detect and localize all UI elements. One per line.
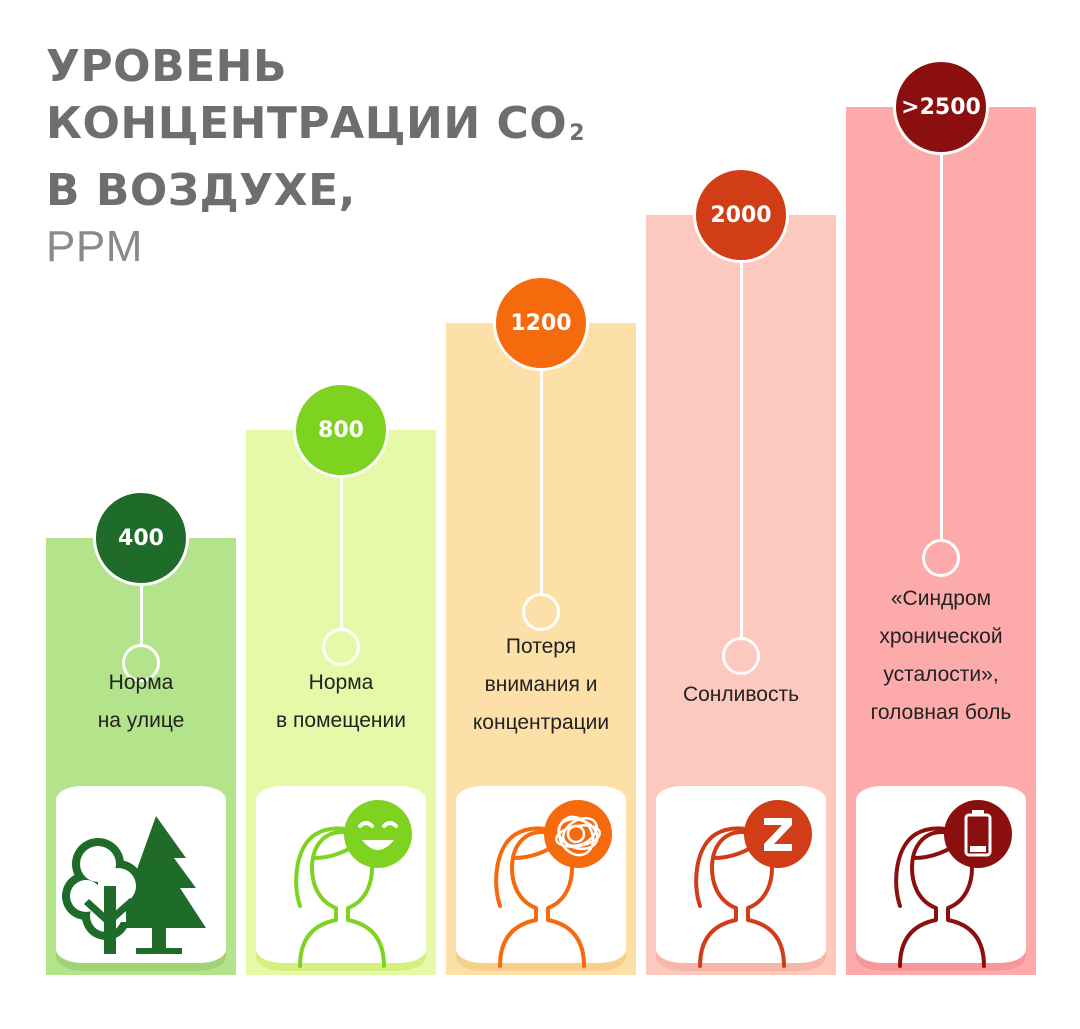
sleepy-person-icon (656, 786, 826, 971)
happy-person-icon (256, 786, 426, 971)
connector-line (539, 371, 543, 593)
bar-column: >2500 «Синдром хронической усталости», голов… (846, 59, 1036, 975)
connector-line (939, 155, 943, 539)
low-battery-person-icon (856, 786, 1026, 971)
bar-description: Норма в помещении (246, 664, 436, 740)
description-line: головная боль (870, 701, 1012, 724)
value-label: 800 (293, 382, 389, 478)
description-line: усталости», (883, 663, 999, 686)
title-unit: PPM (46, 222, 143, 271)
connector-line (739, 263, 743, 637)
title-subscript: 2 (569, 121, 586, 146)
description-line: на улице (97, 709, 185, 732)
bar-description: Сонливость (646, 676, 836, 714)
connector-ring (522, 593, 560, 631)
description-line: в помещении (276, 709, 406, 732)
title-line-2-text: КОНЦЕНТРАЦИИ CO (46, 98, 568, 149)
connector-ring (122, 644, 160, 682)
connector-line (139, 586, 143, 644)
trees-icon (56, 786, 226, 971)
description-line: Норма (108, 671, 174, 694)
bar-description: Норма на улице (46, 664, 236, 740)
bar-column: 400 Норма на улице (46, 490, 236, 975)
description-line: концентрации (472, 711, 610, 734)
confused-person-icon (456, 786, 626, 971)
bar-description: «Синдром хронической усталости», головная б… (846, 580, 1036, 732)
connector-line (339, 478, 343, 628)
bar-column: 2000 Сонливость (646, 167, 836, 975)
value-label: 2000 (693, 167, 789, 263)
bar-column: 800 Норма в помещении (246, 382, 436, 975)
chart-title: УРОВЕНЬ КОНЦЕНТРАЦИИ CO2 В ВОЗДУХЕ, PPM (46, 38, 585, 275)
title-line-1: УРОВЕНЬ (46, 41, 288, 92)
bar-column: 1200 Потеря внимания и концентрации (446, 275, 636, 975)
connector-ring (722, 637, 760, 675)
title-line-2: КОНЦЕНТРАЦИИ CO2 (46, 95, 585, 162)
description-line: хронической (879, 625, 1003, 648)
title-line-3: В ВОЗДУХЕ, (46, 165, 356, 216)
description-line: Норма (308, 671, 374, 694)
value-label: 1200 (493, 275, 589, 371)
description-line: внимания и (484, 673, 598, 696)
connector-ring (922, 539, 960, 577)
value-label: 400 (93, 490, 189, 586)
value-label: >2500 (893, 59, 989, 155)
connector-ring (322, 628, 360, 666)
description-line: Сонливость (682, 683, 800, 706)
description-line: «Синдром (890, 587, 992, 610)
bar-description: Потеря внимания и концентрации (446, 628, 636, 742)
description-line: Потеря (505, 635, 577, 658)
